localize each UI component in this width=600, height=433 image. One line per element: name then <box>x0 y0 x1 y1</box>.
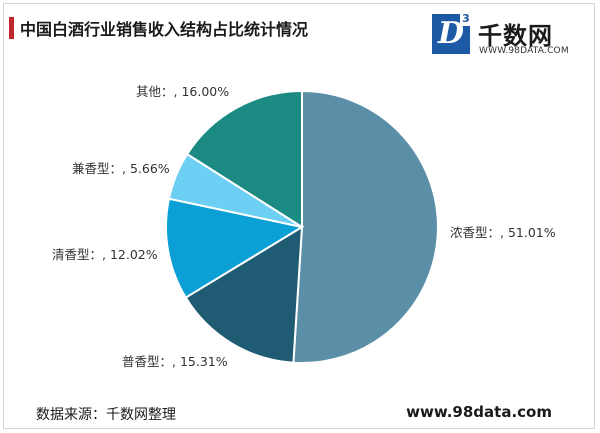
pie-slice-2[interactable] <box>184 225 304 364</box>
logo-mark-superscript: 3 <box>460 12 472 26</box>
pie-slice-3[interactable] <box>164 197 305 299</box>
slice-label-5: 其他：, 16.00% <box>136 84 229 99</box>
slice-label-3: 清香型：, 12.02% <box>52 247 158 262</box>
chart-title: 中国白酒行业销售收入结构占比统计情况 <box>20 20 309 39</box>
pie-slice-1[interactable] <box>292 89 439 364</box>
website-url[interactable]: www.98data.com <box>406 403 552 421</box>
data-source-note: 数据来源：千数网整理 <box>36 407 176 423</box>
pie-slice-5[interactable] <box>185 89 303 229</box>
chart-frame <box>3 3 595 429</box>
logo-name: 千数网 <box>478 22 553 50</box>
slice-label-1: 浓香型：, 51.01% <box>450 225 556 240</box>
logo-url: WWW.98DATA.COM <box>479 46 569 56</box>
logo-mark-letter: D <box>437 16 464 51</box>
slice-label-4: 兼香型：, 5.66% <box>72 161 170 176</box>
title-accent-bar <box>9 17 14 39</box>
brand-logo[interactable]: D 3 千数网 WWW.98DATA.COM <box>432 12 592 66</box>
logo-mark-icon: D 3 <box>432 12 472 54</box>
slice-label-2: 普香型：, 15.31% <box>122 354 228 369</box>
